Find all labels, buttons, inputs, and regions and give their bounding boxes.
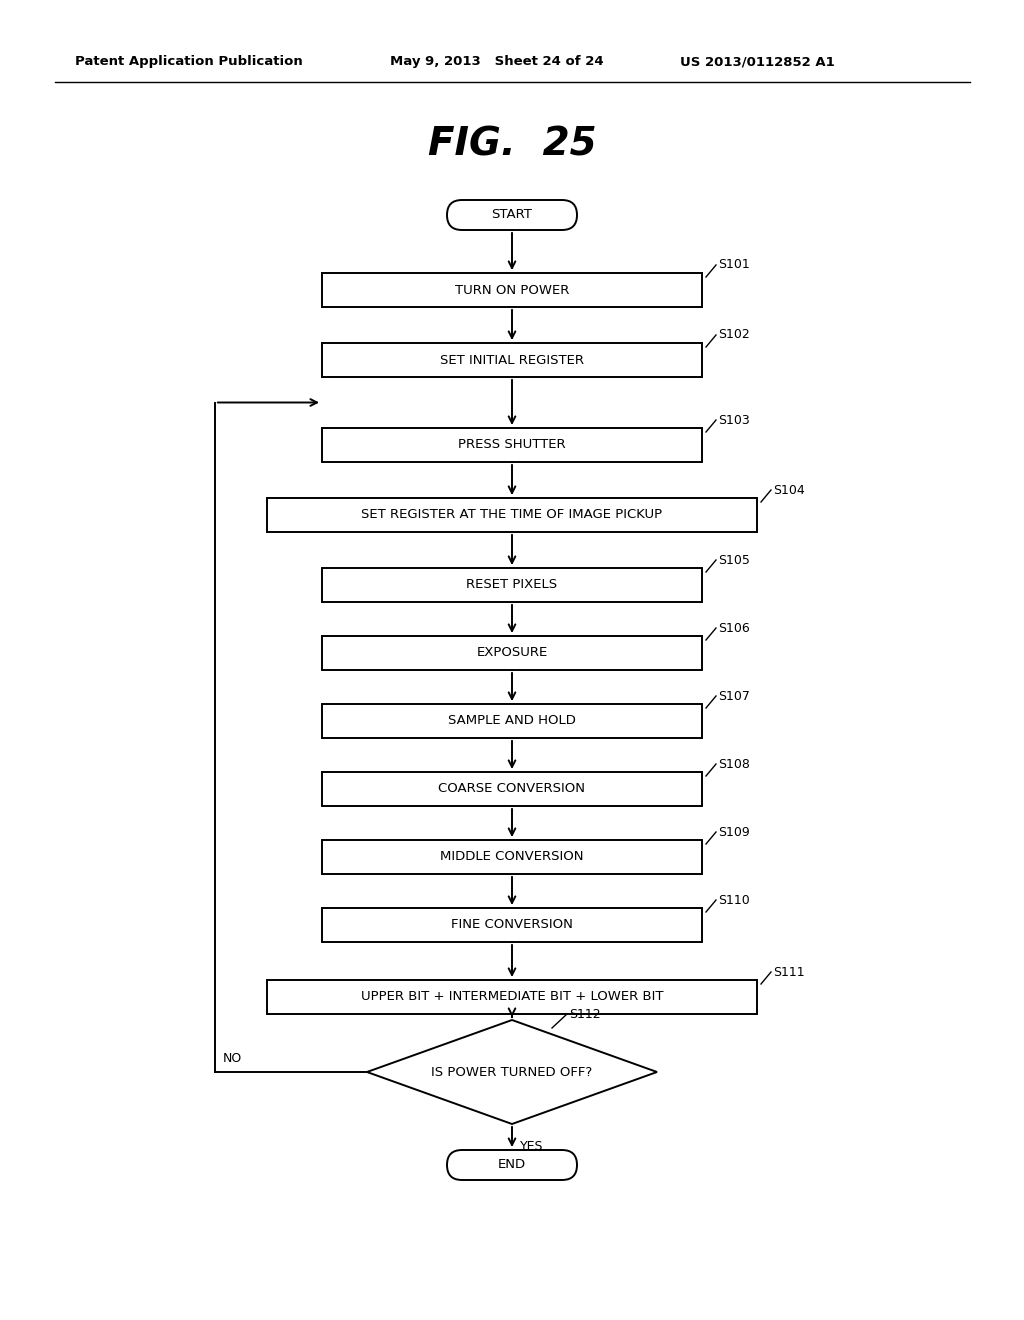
Text: S110: S110: [718, 894, 750, 907]
Text: S104: S104: [773, 483, 805, 496]
Text: START: START: [492, 209, 532, 222]
Text: NO: NO: [223, 1052, 243, 1064]
Text: S108: S108: [718, 758, 750, 771]
Text: TURN ON POWER: TURN ON POWER: [455, 284, 569, 297]
FancyBboxPatch shape: [322, 273, 702, 308]
Text: FIG.  25: FIG. 25: [428, 125, 596, 164]
Polygon shape: [367, 1020, 657, 1125]
Text: SET REGISTER AT THE TIME OF IMAGE PICKUP: SET REGISTER AT THE TIME OF IMAGE PICKUP: [361, 508, 663, 521]
Text: S105: S105: [718, 553, 750, 566]
Text: Patent Application Publication: Patent Application Publication: [75, 55, 303, 69]
Text: UPPER BIT + INTERMEDIATE BIT + LOWER BIT: UPPER BIT + INTERMEDIATE BIT + LOWER BIT: [360, 990, 664, 1003]
Text: IS POWER TURNED OFF?: IS POWER TURNED OFF?: [431, 1065, 593, 1078]
Text: S103: S103: [718, 413, 750, 426]
FancyBboxPatch shape: [322, 772, 702, 807]
FancyBboxPatch shape: [447, 1150, 577, 1180]
FancyBboxPatch shape: [322, 428, 702, 462]
Text: EXPOSURE: EXPOSURE: [476, 647, 548, 660]
Text: May 9, 2013   Sheet 24 of 24: May 9, 2013 Sheet 24 of 24: [390, 55, 603, 69]
FancyBboxPatch shape: [267, 979, 757, 1014]
Text: SET INITIAL REGISTER: SET INITIAL REGISTER: [440, 354, 584, 367]
Text: SAMPLE AND HOLD: SAMPLE AND HOLD: [449, 714, 575, 727]
FancyBboxPatch shape: [322, 704, 702, 738]
Text: S111: S111: [773, 965, 805, 978]
FancyBboxPatch shape: [322, 568, 702, 602]
FancyBboxPatch shape: [322, 343, 702, 378]
Text: S112: S112: [569, 1007, 601, 1020]
Text: S107: S107: [718, 689, 750, 702]
Text: US 2013/0112852 A1: US 2013/0112852 A1: [680, 55, 835, 69]
Text: COARSE CONVERSION: COARSE CONVERSION: [438, 783, 586, 796]
Text: RESET PIXELS: RESET PIXELS: [467, 578, 557, 591]
Text: S102: S102: [718, 329, 750, 342]
FancyBboxPatch shape: [322, 840, 702, 874]
Text: S101: S101: [718, 259, 750, 272]
Text: S109: S109: [718, 825, 750, 838]
FancyBboxPatch shape: [322, 636, 702, 671]
Text: FINE CONVERSION: FINE CONVERSION: [451, 919, 573, 932]
Text: S106: S106: [718, 622, 750, 635]
FancyBboxPatch shape: [322, 908, 702, 942]
Text: YES: YES: [520, 1140, 544, 1154]
Text: PRESS SHUTTER: PRESS SHUTTER: [458, 438, 566, 451]
Text: MIDDLE CONVERSION: MIDDLE CONVERSION: [440, 850, 584, 863]
FancyBboxPatch shape: [267, 498, 757, 532]
FancyBboxPatch shape: [447, 201, 577, 230]
Text: END: END: [498, 1159, 526, 1172]
